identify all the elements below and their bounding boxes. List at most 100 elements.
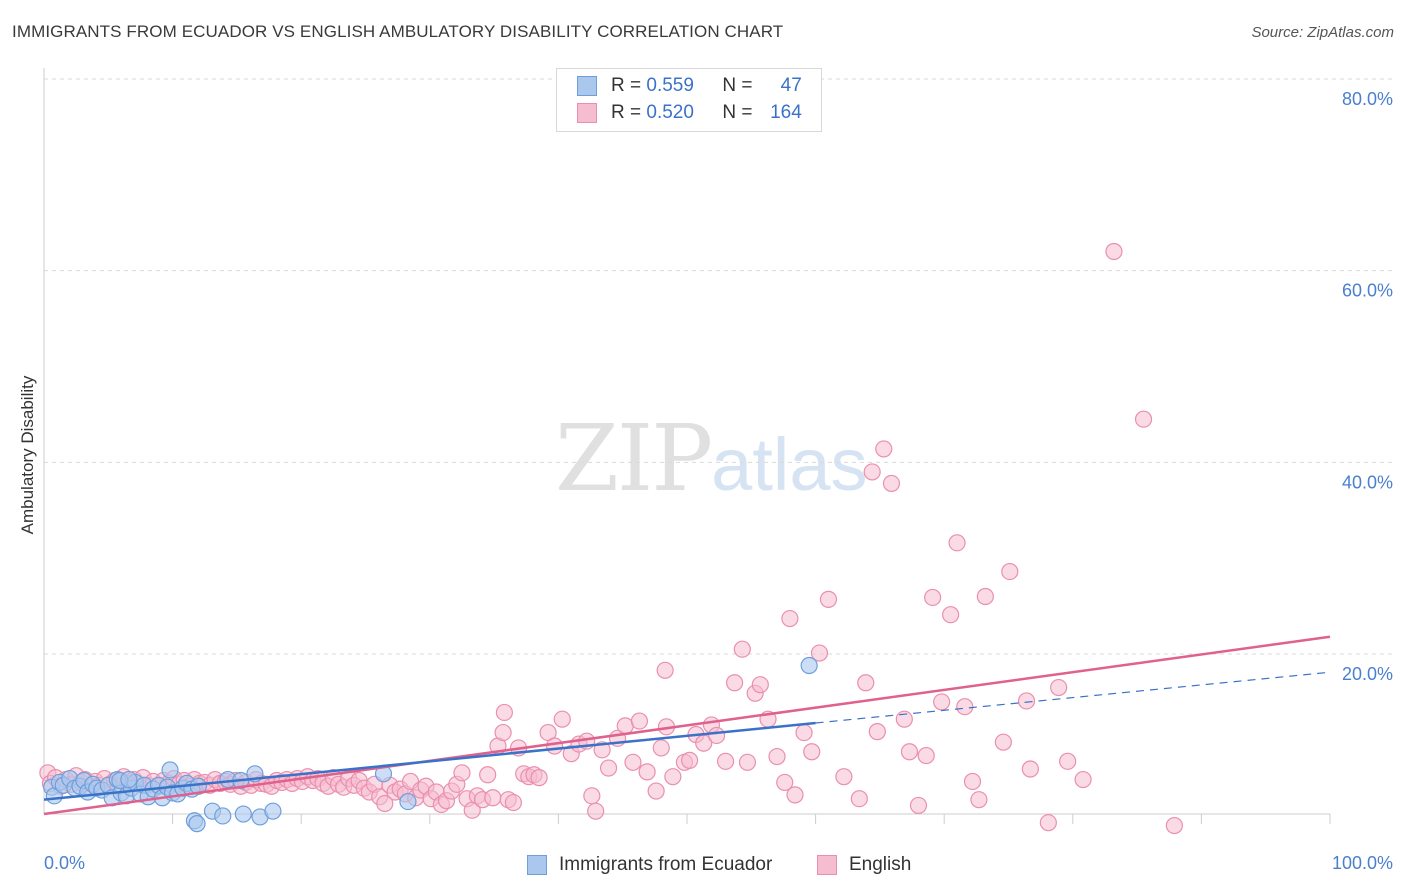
bottom-legend-swatch-ecuador: [527, 855, 547, 875]
english-trend-line: [43, 635, 1331, 816]
english-point: [948, 534, 966, 552]
ecuador-point: [399, 792, 417, 811]
english-point: [882, 474, 901, 493]
bottom-legend-english: English: [817, 852, 911, 878]
english-point: [1165, 816, 1183, 835]
english-point: [1074, 770, 1092, 789]
x-tick-label: 100.0%: [1332, 853, 1393, 873]
english-point: [656, 661, 674, 679]
english-point: [917, 746, 935, 765]
english-point: [630, 712, 649, 730]
ecuador-point: [214, 807, 232, 825]
english-point: [994, 733, 1012, 751]
ecuador-trend-extension: [815, 671, 1331, 724]
english-point: [795, 723, 813, 742]
english-point: [810, 644, 829, 662]
legend-n-label: N =: [722, 102, 753, 123]
english-point: [664, 768, 682, 786]
english-point: [1021, 760, 1039, 778]
english-point: [680, 751, 699, 769]
legend-r-label: R =: [611, 75, 642, 96]
english-point: [647, 782, 665, 800]
english-point: [738, 753, 757, 771]
chart-title: IMMIGRANTS FROM ECUADOR VS ENGLISH AMBUL…: [12, 22, 784, 41]
english-point: [707, 726, 726, 745]
legend-swatch-english: [577, 103, 597, 123]
stats-legend: R = 0.559 N = 47 R = 0.520 N = 164: [556, 68, 822, 132]
english-point: [933, 693, 951, 711]
english-points: [39, 242, 1183, 835]
english-point: [530, 769, 548, 787]
english-point: [909, 796, 928, 815]
ecuador-point: [800, 656, 818, 675]
english-point: [1001, 562, 1019, 581]
english-point: [484, 789, 502, 807]
english-point: [875, 440, 893, 458]
english-point: [1059, 752, 1077, 770]
ecuador-point: [234, 805, 252, 823]
english-point: [725, 674, 744, 692]
watermark-zip: ZIP: [555, 405, 713, 512]
english-point: [942, 606, 960, 624]
english-point: [895, 710, 913, 728]
english-point: [494, 723, 512, 742]
bottom-legend-ecuador: Immigrants from Ecuador: [527, 852, 772, 878]
watermark: ZIPatlas: [555, 405, 867, 512]
english-point: [479, 766, 497, 784]
y-tick-label: 60.0%: [1342, 281, 1393, 301]
bottom-legend-label-ecuador: Immigrants from Ecuador: [559, 854, 773, 875]
x-tick-label: 0.0%: [44, 853, 85, 873]
y-tick-label: 80.0%: [1342, 89, 1393, 109]
bottom-legend-label-english: English: [849, 854, 912, 875]
english-point: [803, 743, 821, 761]
english-point: [1105, 242, 1123, 261]
english-point: [768, 747, 786, 766]
y-tick-label: 40.0%: [1342, 472, 1393, 492]
english-point: [587, 802, 605, 820]
legend-r-label: R =: [611, 102, 642, 123]
english-point: [1134, 410, 1153, 428]
legend-row-ecuador: R = 0.559 N = 47: [577, 74, 802, 98]
english-point: [850, 790, 868, 808]
english-point: [781, 609, 799, 628]
english-point: [963, 772, 982, 791]
english-point: [868, 723, 886, 741]
legend-row-english: R = 0.520 N = 164: [577, 101, 802, 125]
legend-n-value: 47: [780, 75, 802, 96]
ecuador-point: [120, 770, 138, 789]
english-point: [970, 791, 988, 809]
legend-r-value: 0.520: [646, 102, 694, 123]
english-point: [638, 763, 656, 781]
english-point: [1039, 814, 1057, 832]
legend-r-value: 0.559: [646, 75, 694, 96]
english-point: [376, 794, 394, 813]
english-point: [553, 710, 571, 728]
english-point: [751, 676, 769, 694]
english-point: [599, 759, 618, 777]
english-point: [652, 739, 670, 757]
english-point: [863, 463, 881, 481]
trend-lines: [43, 635, 1331, 816]
source-label: Source: ZipAtlas.com: [1251, 24, 1394, 41]
ecuador-point: [161, 761, 179, 779]
english-point: [976, 587, 994, 606]
english-point: [819, 590, 838, 608]
axes: [43, 68, 1331, 824]
gridlines: [44, 78, 1395, 655]
legend-n-value: 164: [770, 102, 802, 123]
english-point: [733, 640, 751, 658]
ecuador-point: [264, 802, 282, 820]
legend-n-label: N =: [722, 75, 753, 96]
english-point: [857, 674, 875, 692]
legend-swatch-ecuador: [577, 76, 597, 96]
english-point: [624, 753, 642, 771]
english-point: [583, 787, 601, 805]
english-point: [900, 743, 919, 761]
english-point: [776, 773, 794, 792]
ecuador-trend-line: [43, 721, 816, 801]
english-point: [504, 793, 522, 812]
y-tick-label: 20.0%: [1342, 664, 1393, 684]
tick-labels: 20.0% 40.0% 60.0% 80.0% 0.0% 100.0%: [44, 89, 1393, 873]
english-point: [453, 764, 471, 782]
